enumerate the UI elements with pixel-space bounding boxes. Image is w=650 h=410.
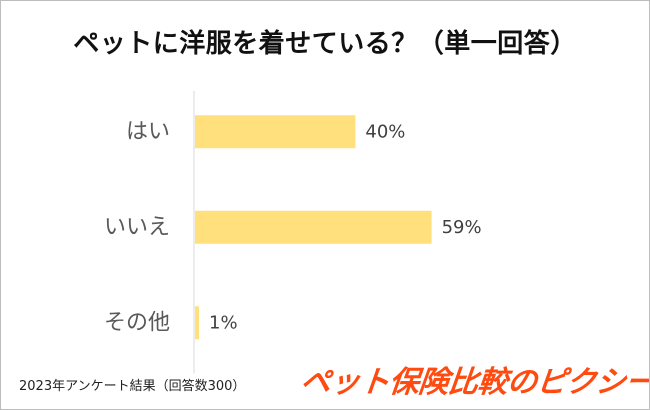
value-labels-group: 40% 59% 1% — [209, 121, 482, 333]
category-label-0: はい — [126, 119, 170, 144]
bar-2 — [195, 306, 200, 340]
brand-logo-text: ペット保険比較のピクシー — [298, 365, 650, 400]
bar-1 — [195, 210, 432, 244]
value-label-1: 59% — [442, 217, 482, 238]
value-label-0: 40% — [365, 121, 405, 142]
survey-footnote: 2023年アンケート結果（回答数300） — [19, 379, 246, 394]
category-label-2: その他 — [104, 310, 170, 335]
chart-title: ペットに洋服を着せている？（単一回答） — [73, 29, 577, 59]
value-label-2: 1% — [209, 312, 238, 333]
bars-group — [195, 115, 432, 340]
category-label-1: いいえ — [104, 215, 170, 240]
bar-0 — [195, 115, 356, 149]
